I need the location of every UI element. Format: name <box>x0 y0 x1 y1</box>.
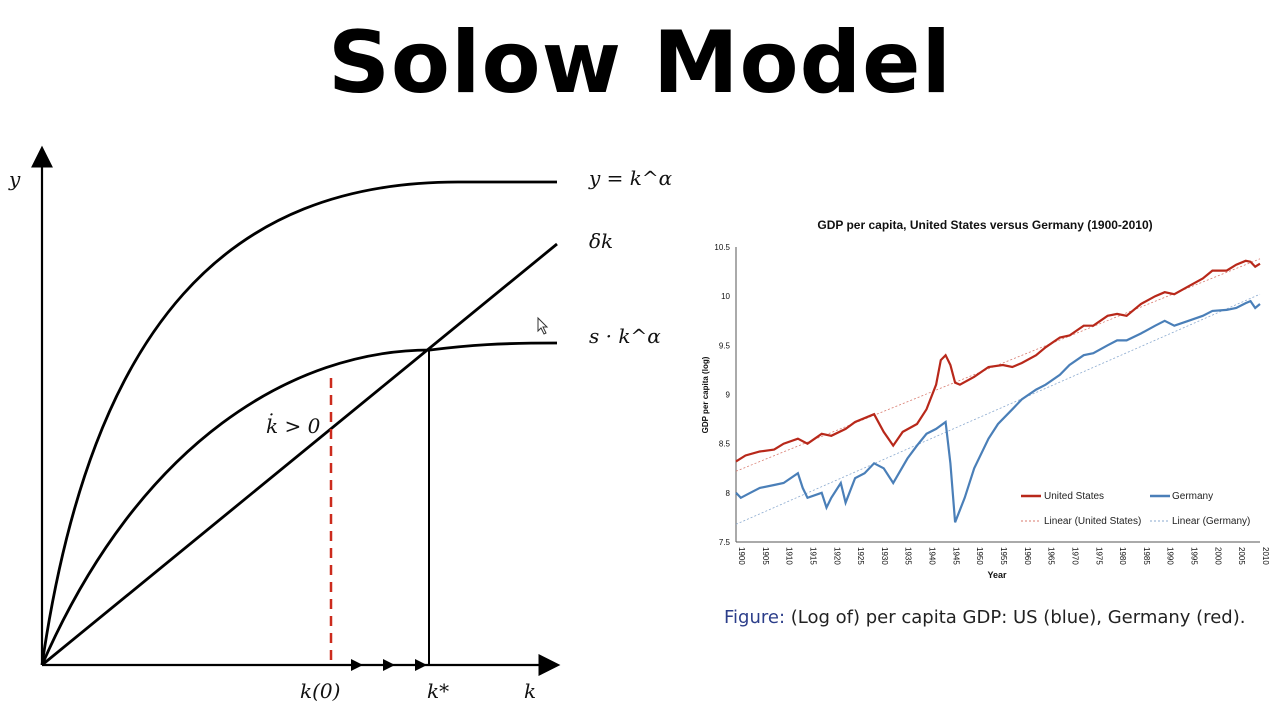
x-tick-label: 2000 <box>1213 547 1222 565</box>
x-tick-label: 1900 <box>737 547 746 565</box>
solow-diagram: y k y = k^α δk s · k^α k̇ > 0 k(0) k* <box>8 145 673 703</box>
x-tick-label: 1950 <box>975 547 984 565</box>
y-axis-label: y <box>8 167 21 191</box>
germany-gdp-line <box>735 299 1261 523</box>
legend-label-germany: Germany <box>1172 491 1213 502</box>
savings-curve-label: s · k^α <box>589 324 661 348</box>
x-tick-label: 1945 <box>951 547 960 565</box>
caption-text: (Log of) per capita GDP: US (blue), Germ… <box>790 607 1246 628</box>
us-gdp-line <box>735 259 1261 463</box>
x-tick-label: 1970 <box>1070 547 1079 565</box>
movement-arrow-2 <box>383 659 395 671</box>
page-title: Solow Model <box>327 13 952 113</box>
x-tick-label: 1955 <box>999 547 1008 565</box>
legend-label-linear-germany: Linear (Germany) <box>1172 516 1250 527</box>
y-tick-label: 9 <box>726 391 731 400</box>
gdp-figure-caption: Figure: (Log of) per capita GDP: US (blu… <box>724 607 1245 628</box>
y-tick-label: 8.5 <box>719 440 731 449</box>
depreciation-label: δk <box>589 229 613 253</box>
y-tick-label: 10 <box>721 292 730 301</box>
x-tick-label: 1990 <box>1166 547 1175 565</box>
output-curve <box>40 180 557 666</box>
depreciation-line <box>41 242 558 667</box>
y-tick-label: 8 <box>726 489 731 498</box>
x-tick-label: 1940 <box>928 547 937 565</box>
us-linear-trend-line <box>735 258 1261 472</box>
k-star-label: k* <box>427 679 449 703</box>
k-dot-annotation: k̇ > 0 <box>266 413 321 438</box>
gdp-chart-title: GDP per capita, United States versus Ger… <box>817 218 1152 232</box>
y-tick-label: 10.5 <box>714 243 730 252</box>
x-tick-label: 1915 <box>808 547 817 565</box>
x-tick-label: 1910 <box>785 547 794 565</box>
y-tick-label: 7.5 <box>719 538 731 547</box>
x-tick-label: 1960 <box>1023 547 1032 565</box>
x-tick-label: 1925 <box>856 547 865 565</box>
x-axis-label: k <box>524 679 536 703</box>
gdp-x-axis-label: Year <box>987 570 1007 580</box>
y-tick-label: 9.5 <box>719 341 731 350</box>
x-tick-label: 1985 <box>1142 547 1151 565</box>
k0-label: k(0) <box>300 679 340 703</box>
germany-linear-trend-line <box>735 293 1261 525</box>
x-tick-label: 2005 <box>1237 547 1246 565</box>
x-tick-label: 2010 <box>1261 547 1270 565</box>
x-tick-label: 1975 <box>1094 547 1103 565</box>
x-tick-label: 1965 <box>1047 547 1056 565</box>
gdp-y-axis-label: GDP per capita (log) <box>701 356 710 433</box>
movement-arrow-3 <box>415 659 427 671</box>
cursor-icon <box>537 316 549 335</box>
legend-label-linear-united-states: Linear (United States) <box>1044 516 1141 527</box>
caption-label: Figure: <box>724 607 786 628</box>
legend-label-united-states: United States <box>1044 491 1104 502</box>
x-tick-label: 1905 <box>761 547 770 565</box>
x-tick-label: 1995 <box>1190 547 1199 565</box>
x-tick-label: 1930 <box>880 547 889 565</box>
x-tick-label: 1920 <box>832 547 841 565</box>
savings-curve <box>40 341 558 666</box>
x-tick-label: 1935 <box>904 547 913 565</box>
x-tick-label: 1980 <box>1118 547 1127 565</box>
output-curve-label: y = k^α <box>588 166 673 190</box>
movement-arrow-1 <box>351 659 363 671</box>
gdp-legend: United States Germany Linear (United Sta… <box>1021 491 1250 527</box>
